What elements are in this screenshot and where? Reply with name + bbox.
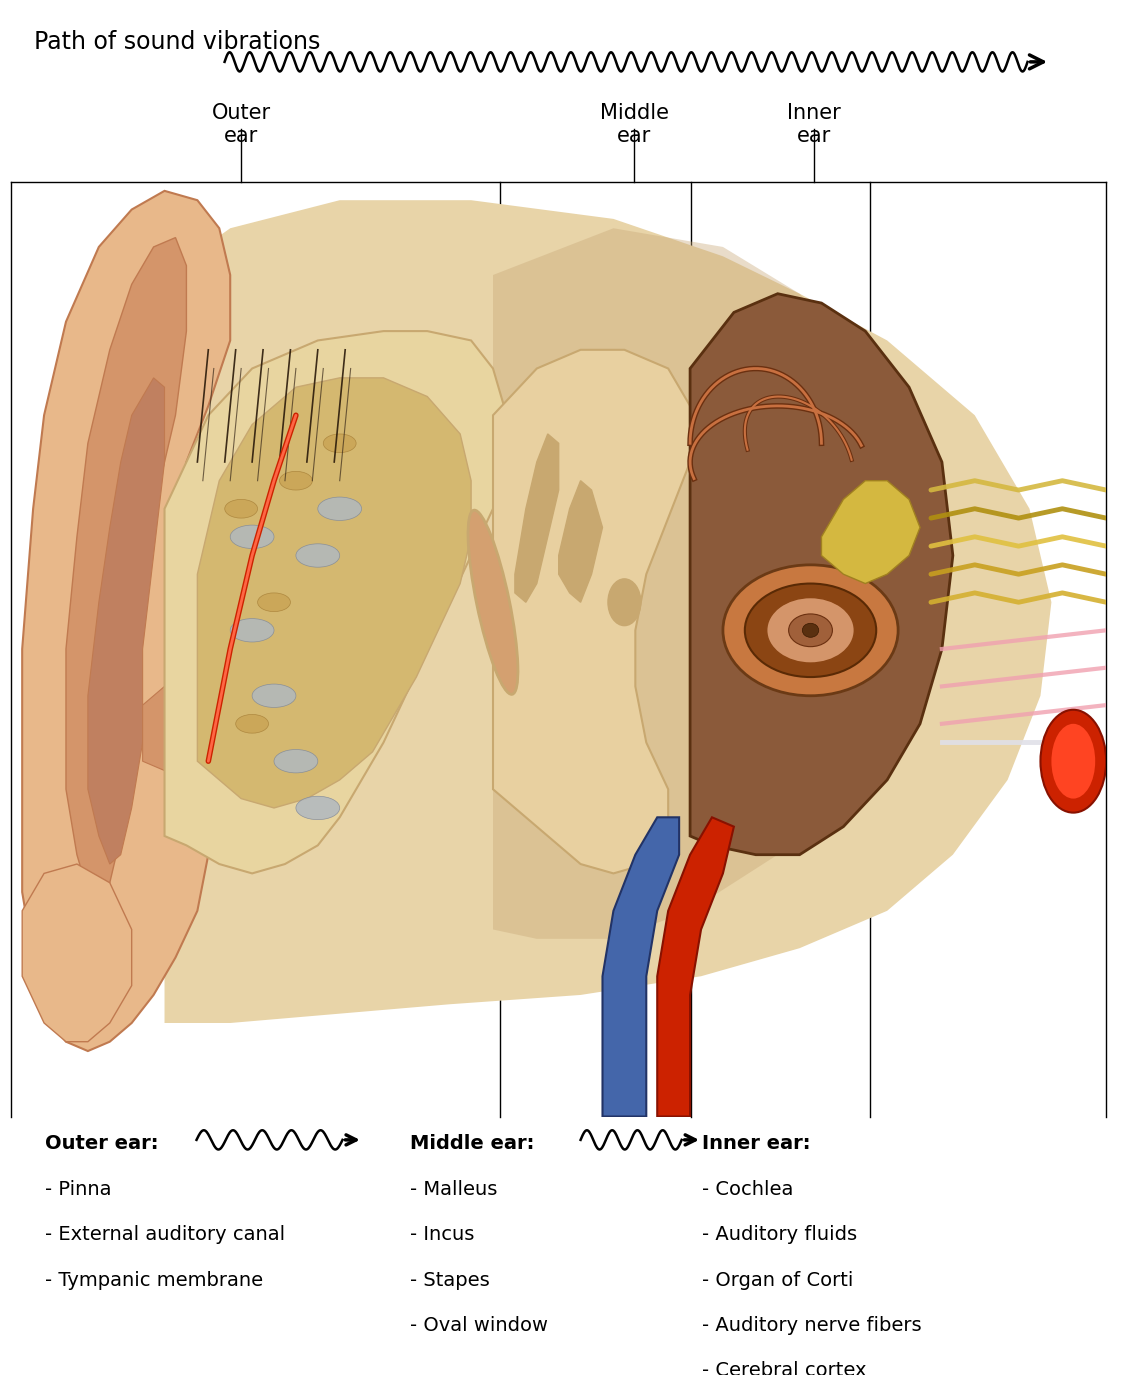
Ellipse shape: [608, 579, 641, 626]
Polygon shape: [493, 349, 690, 873]
Ellipse shape: [1051, 723, 1095, 799]
Text: Inner ear:: Inner ear:: [702, 1134, 811, 1154]
Polygon shape: [66, 238, 186, 902]
Polygon shape: [514, 434, 559, 602]
Polygon shape: [22, 191, 230, 1050]
Text: Path of sound vibrations: Path of sound vibrations: [34, 30, 320, 54]
Text: - Cochlea: - Cochlea: [702, 1180, 793, 1199]
Text: - Auditory nerve fibers: - Auditory nerve fibers: [702, 1316, 922, 1335]
Text: Middle ear:: Middle ear:: [410, 1134, 535, 1154]
Text: Middle
ear: Middle ear: [600, 103, 669, 146]
Ellipse shape: [225, 499, 257, 518]
Polygon shape: [602, 817, 679, 1116]
Ellipse shape: [236, 715, 268, 733]
Polygon shape: [493, 228, 920, 939]
Ellipse shape: [745, 583, 876, 676]
Text: - Organ of Corti: - Organ of Corti: [702, 1270, 853, 1290]
Ellipse shape: [1040, 710, 1106, 813]
Ellipse shape: [802, 623, 819, 637]
Ellipse shape: [230, 619, 274, 642]
Ellipse shape: [723, 565, 898, 696]
Polygon shape: [143, 686, 198, 770]
Ellipse shape: [767, 598, 855, 663]
Text: - Stapes: - Stapes: [410, 1270, 490, 1290]
Ellipse shape: [318, 496, 362, 520]
Text: Outer ear:: Outer ear:: [45, 1134, 158, 1154]
Ellipse shape: [468, 510, 518, 694]
Text: - Malleus: - Malleus: [410, 1180, 497, 1199]
Text: - Incus: - Incus: [410, 1225, 474, 1244]
Ellipse shape: [274, 749, 318, 773]
Polygon shape: [657, 817, 734, 1116]
Text: - Oval window: - Oval window: [410, 1316, 548, 1335]
Polygon shape: [821, 481, 920, 583]
Ellipse shape: [257, 593, 291, 612]
Polygon shape: [198, 378, 472, 808]
Polygon shape: [88, 378, 164, 864]
Ellipse shape: [788, 613, 832, 646]
Text: - Cerebral cortex: - Cerebral cortex: [702, 1361, 866, 1375]
Ellipse shape: [295, 543, 339, 566]
Text: Outer
ear: Outer ear: [212, 103, 271, 146]
Text: Inner
ear: Inner ear: [787, 103, 841, 146]
Ellipse shape: [230, 525, 274, 549]
Polygon shape: [164, 331, 504, 873]
Text: - External auditory canal: - External auditory canal: [45, 1225, 285, 1244]
Polygon shape: [22, 864, 131, 1042]
Text: - Pinna: - Pinna: [45, 1180, 111, 1199]
Polygon shape: [164, 201, 1051, 1023]
Ellipse shape: [252, 683, 296, 707]
Text: - Tympanic membrane: - Tympanic membrane: [45, 1270, 263, 1290]
Ellipse shape: [323, 434, 356, 452]
Polygon shape: [690, 294, 952, 855]
Polygon shape: [559, 481, 602, 602]
Ellipse shape: [280, 472, 312, 490]
Text: - Auditory fluids: - Auditory fluids: [702, 1225, 857, 1244]
Ellipse shape: [295, 796, 339, 820]
